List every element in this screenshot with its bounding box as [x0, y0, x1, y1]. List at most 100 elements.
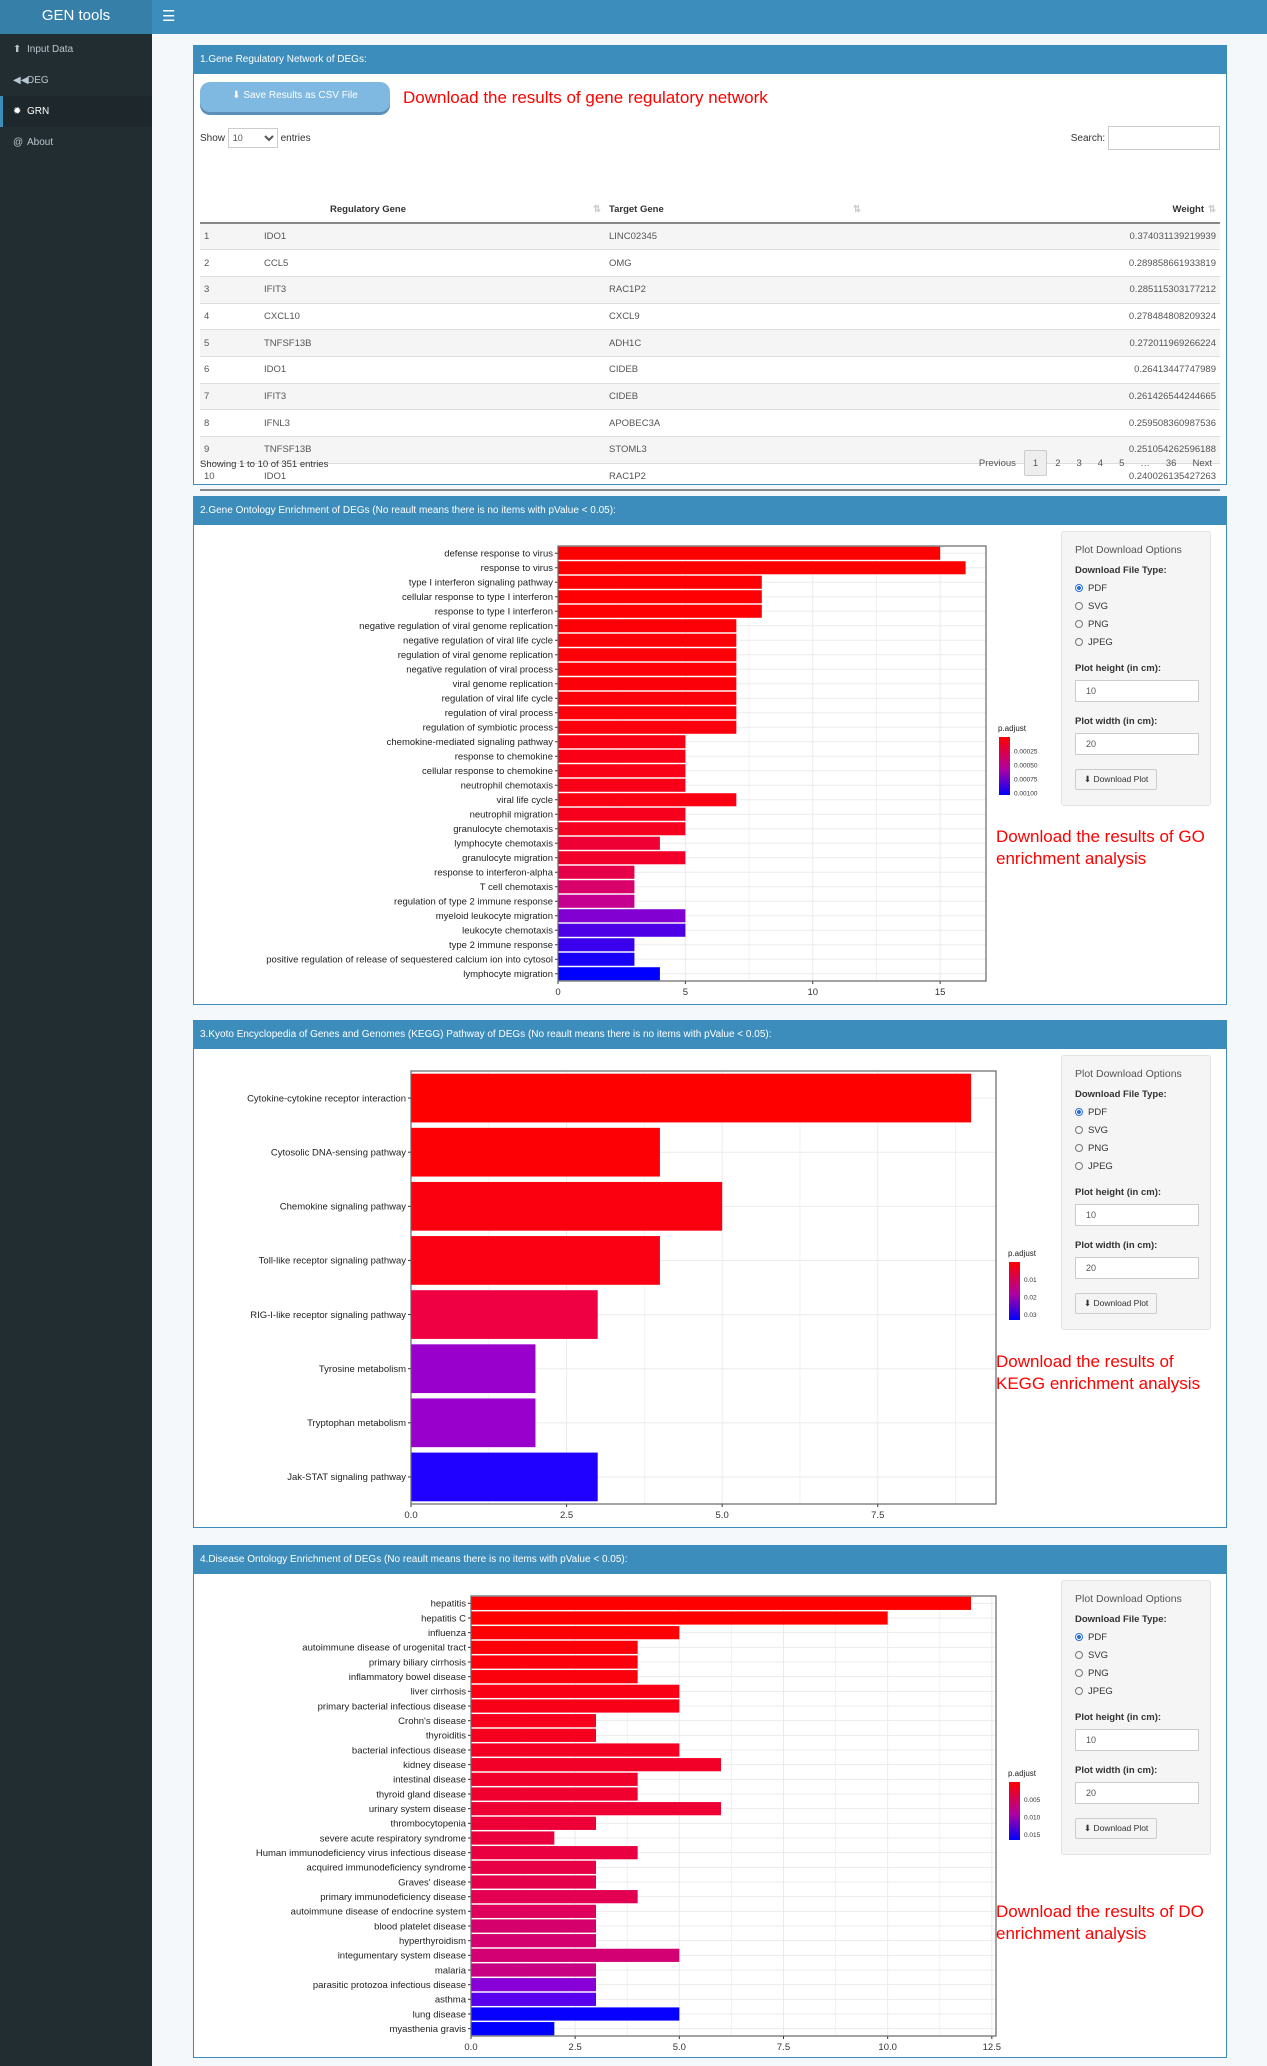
- bar: [411, 1344, 536, 1394]
- bar: [471, 1904, 596, 1918]
- sidebar-item-grn[interactable]: ✹ GRN: [0, 96, 152, 127]
- table-row[interactable]: 4 CXCL10 CXCL9 0.278484808209324: [200, 302, 1220, 330]
- save-csv-button[interactable]: ⬇ Save Results as CSV File: [200, 82, 390, 112]
- bar: [471, 1816, 596, 1830]
- y-tick-label: defense response to virus: [444, 549, 553, 560]
- file-type-radio[interactable]: PDF: [1075, 582, 1197, 595]
- y-tick-label: thrombocytopenia: [390, 1819, 466, 1830]
- page-button[interactable]: 3: [1076, 458, 1082, 469]
- y-tick-label: liver cirrhosis: [411, 1687, 467, 1698]
- top-navbar: ☰: [152, 0, 1267, 34]
- radio-button[interactable]: [1075, 602, 1083, 610]
- radio-button[interactable]: [1075, 1687, 1083, 1695]
- table-row[interactable]: 6 IDO1 CIDEB 0.26413447747989: [200, 355, 1220, 384]
- column-header[interactable]: Target Gene ⇅: [605, 196, 865, 224]
- pagination: Previous 1 2 3 4 5 … 36 Next: [971, 450, 1220, 477]
- file-type-radio[interactable]: SVG: [1075, 600, 1197, 613]
- bar: [471, 1860, 596, 1874]
- page-button[interactable]: 4: [1097, 458, 1104, 469]
- legend-label: 0.01: [1024, 1277, 1037, 1284]
- file-type-radio[interactable]: JPEG: [1075, 1160, 1197, 1173]
- page-button[interactable]: 2: [1055, 458, 1061, 469]
- page-button[interactable]: …: [1140, 458, 1150, 469]
- page-button[interactable]: 1: [1023, 450, 1048, 476]
- previous-page-button[interactable]: Previous: [978, 458, 1016, 469]
- column-header[interactable]: Regulatory Gene ⇅: [260, 196, 605, 224]
- file-type-radio[interactable]: PDF: [1075, 1631, 1197, 1644]
- sort-icon: ⇅: [593, 203, 601, 215]
- bar: [558, 923, 686, 937]
- table-cell: 5: [200, 329, 260, 357]
- plot-height-input[interactable]: [1075, 1204, 1199, 1226]
- page-size-control: Show 10 entries: [200, 128, 311, 148]
- search-input[interactable]: [1108, 126, 1220, 150]
- table-row[interactable]: 10 IDO1 RAC1P2 0.240026135427263: [200, 462, 1220, 491]
- table-row[interactable]: 5 TNFSF13B ADH1C 0.272011969266224: [200, 329, 1220, 357]
- y-tick-label: leukocyte chemotaxis: [462, 926, 553, 937]
- table-row[interactable]: 8 IFNL3 APOBEC3A 0.259508360987536: [200, 409, 1220, 437]
- column-header[interactable]: [200, 196, 260, 224]
- plot-width-input[interactable]: [1075, 733, 1199, 755]
- download-plot-label: Download Plot: [1093, 774, 1149, 784]
- file-type-radio[interactable]: PDF: [1075, 1106, 1197, 1119]
- table-row[interactable]: 2 CCL5 OMG 0.289858661933819: [200, 249, 1220, 277]
- radio-button[interactable]: [1075, 1669, 1083, 1677]
- file-type-radio[interactable]: PNG: [1075, 1142, 1197, 1155]
- radio-button[interactable]: [1075, 1126, 1083, 1134]
- plot-width-input[interactable]: [1075, 1782, 1199, 1804]
- x-tick-label: 5: [683, 987, 688, 998]
- plot-width-input[interactable]: [1075, 1257, 1199, 1279]
- hamburger-icon[interactable]: ☰: [162, 8, 176, 25]
- bar: [471, 1787, 638, 1801]
- file-type-radio[interactable]: SVG: [1075, 1649, 1197, 1662]
- radio-button[interactable]: [1075, 1144, 1083, 1152]
- y-tick-label: Human immunodeficiency virus infectious …: [256, 1848, 466, 1859]
- app-logo[interactable]: GEN tools: [0, 0, 152, 34]
- radio-label: JPEG: [1088, 637, 1113, 648]
- radio-button[interactable]: [1075, 620, 1083, 628]
- radio-button[interactable]: [1075, 638, 1083, 646]
- sidebar-item-label: Input Data: [27, 44, 74, 55]
- radio-button[interactable]: [1075, 1633, 1083, 1641]
- y-tick-label: positive regulation of release of seques…: [266, 955, 553, 966]
- radio-button[interactable]: [1075, 1162, 1083, 1170]
- grn-panel-title: 1.Gene Regulatory Network of DEGs:: [194, 46, 1226, 74]
- radio-button[interactable]: [1075, 584, 1083, 592]
- y-tick-label: autoimmune disease of urogenital tract: [302, 1643, 466, 1654]
- table-row[interactable]: 9 TNFSF13B STOML3 0.251054262596188: [200, 436, 1220, 464]
- file-type-radio[interactable]: JPEG: [1075, 636, 1197, 649]
- bar: [558, 604, 762, 618]
- bar: [471, 1963, 596, 1977]
- y-tick-label: hyperthyroidism: [399, 1936, 466, 1947]
- file-type-radio[interactable]: PNG: [1075, 618, 1197, 631]
- download-plot-button[interactable]: ⬇ Download Plot: [1075, 769, 1158, 790]
- file-type-radio[interactable]: PNG: [1075, 1667, 1197, 1680]
- table-row[interactable]: 7 IFIT3 CIDEB 0.261426544244665: [200, 382, 1220, 410]
- y-tick-label: Tyrosine metabolism: [319, 1364, 406, 1375]
- page-button[interactable]: 5: [1119, 458, 1125, 469]
- sidebar-item-about[interactable]: @ About: [0, 127, 152, 158]
- radio-button[interactable]: [1075, 1108, 1083, 1116]
- page-button[interactable]: 36: [1165, 458, 1177, 469]
- plot-height-input[interactable]: [1075, 1729, 1199, 1751]
- file-type-radio[interactable]: JPEG: [1075, 1685, 1197, 1698]
- page-size-select[interactable]: 10: [227, 128, 278, 148]
- bar: [558, 561, 966, 575]
- sidebar-item-deg[interactable]: ◀◀DEG: [0, 65, 152, 96]
- table-cell: IFNL3: [260, 409, 605, 437]
- y-tick-label: primary biliary cirrhosis: [369, 1657, 466, 1668]
- file-type-radio[interactable]: SVG: [1075, 1124, 1197, 1137]
- plot-border: [557, 545, 987, 982]
- radio-button[interactable]: [1075, 1651, 1083, 1659]
- go-download-options: Plot Download Options Download File Type…: [1061, 531, 1211, 806]
- kegg-bar-chart: 0.0 2.5 5.0 7.5 Cytokine-cytokine receptor i…: [247, 1070, 1037, 1521]
- next-page-button[interactable]: Next: [1192, 458, 1212, 469]
- plot-height-input[interactable]: [1075, 680, 1199, 702]
- sidebar-item-input-data[interactable]: ⬆ Input Data: [0, 34, 152, 65]
- column-header[interactable]: Weight ⇅: [865, 196, 1220, 224]
- table-row[interactable]: 1 IDO1 LINC02345 0.374031139219939: [200, 222, 1220, 250]
- download-plot-button[interactable]: ⬇ Download Plot: [1075, 1293, 1158, 1314]
- backward-icon: ◀◀: [13, 75, 29, 86]
- table-row[interactable]: 3 IFIT3 RAC1P2 0.285115303177212: [200, 275, 1220, 304]
- download-plot-button[interactable]: ⬇ Download Plot: [1075, 1818, 1158, 1839]
